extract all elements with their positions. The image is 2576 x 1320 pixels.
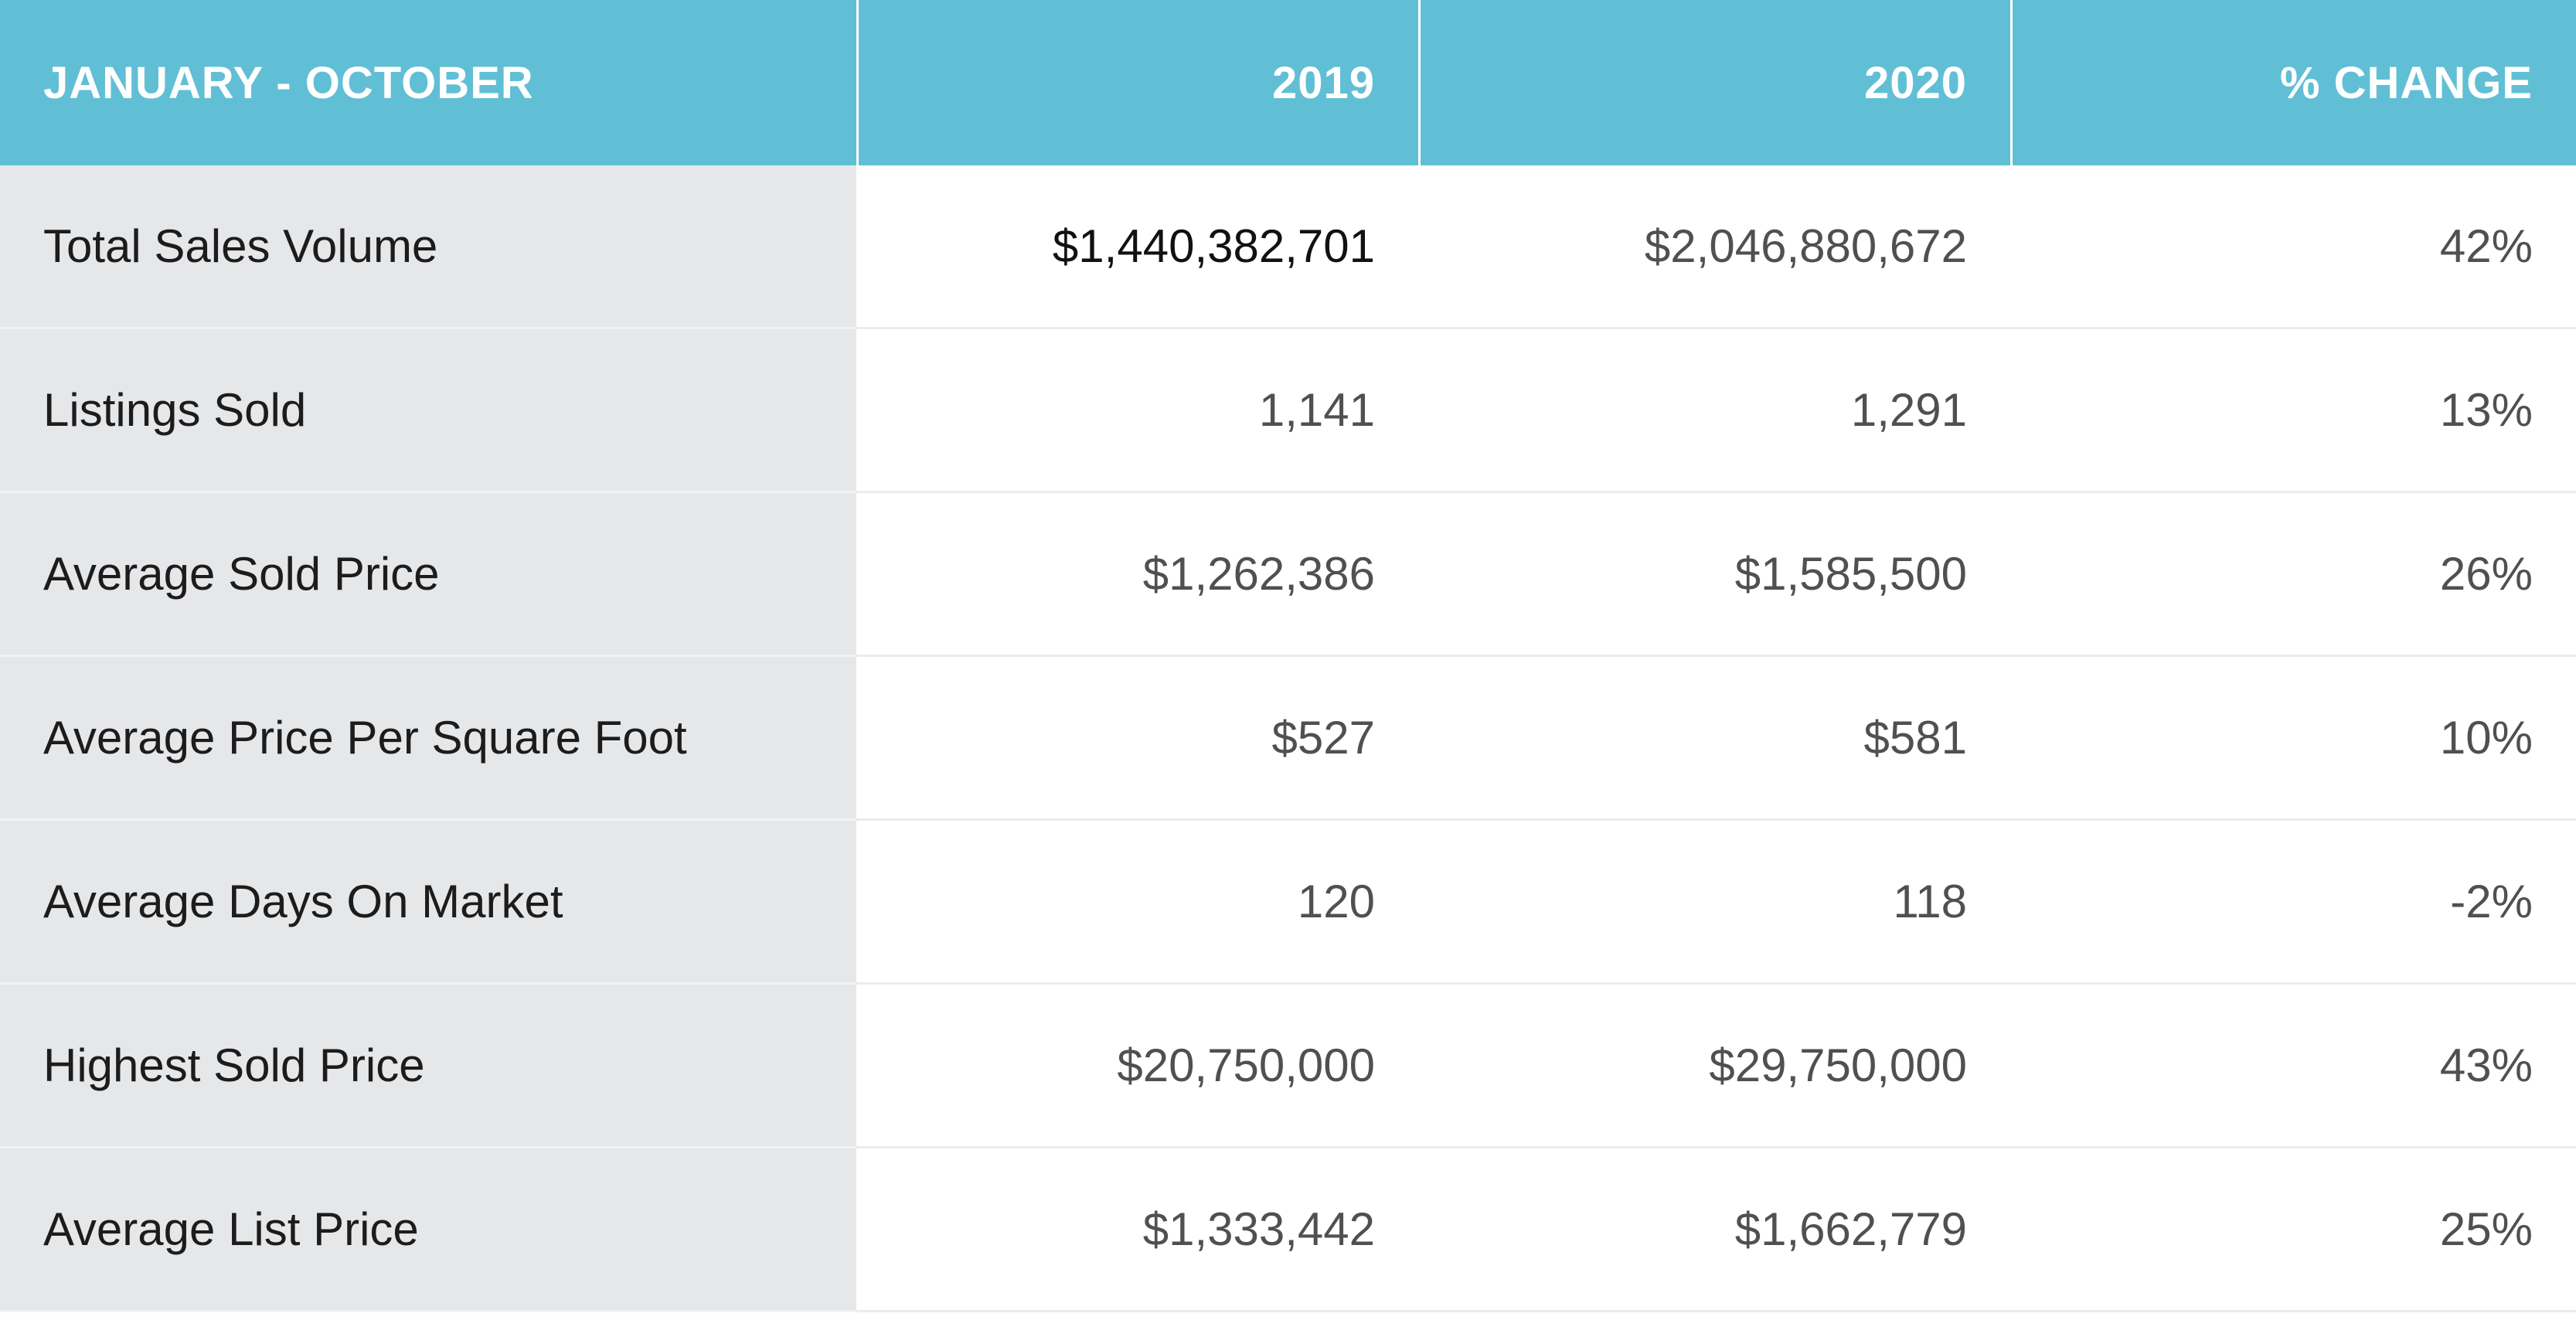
cell-2020-average-days-on-market: 118 bbox=[1418, 821, 2010, 985]
cell-change-highest-sold-price: 43% bbox=[2010, 985, 2576, 1148]
cell-2020-average-price-per-square-foot: $581 bbox=[1418, 657, 2010, 821]
cell-2019-average-price-per-square-foot: $527 bbox=[856, 657, 1418, 821]
cell-2019-average-list-price: $1,333,442 bbox=[856, 1148, 1418, 1312]
row-label-listings-sold: Listings Sold bbox=[0, 329, 856, 493]
cell-change-average-price-per-square-foot: 10% bbox=[2010, 657, 2576, 821]
cell-2019-average-sold-price: $1,262,386 bbox=[856, 493, 1418, 657]
cell-2020-listings-sold: 1,291 bbox=[1418, 329, 2010, 493]
cell-2020-average-sold-price: $1,585,500 bbox=[1418, 493, 2010, 657]
cell-2019-highest-sold-price: $20,750,000 bbox=[856, 985, 1418, 1148]
row-label-average-sold-price: Average Sold Price bbox=[0, 493, 856, 657]
row-label-highest-sold-price: Highest Sold Price bbox=[0, 985, 856, 1148]
cell-change-average-list-price: 25% bbox=[2010, 1148, 2576, 1312]
cell-2020-average-list-price: $1,662,779 bbox=[1418, 1148, 2010, 1312]
cell-change-total-sales-volume: 42% bbox=[2010, 165, 2576, 329]
row-label-average-days-on-market: Average Days On Market bbox=[0, 821, 856, 985]
header-period: JANUARY - OCTOBER bbox=[0, 0, 856, 165]
header-2019: 2019 bbox=[856, 0, 1418, 165]
cell-2019-average-days-on-market: 120 bbox=[856, 821, 1418, 985]
row-label-average-price-per-square-foot: Average Price Per Square Foot bbox=[0, 657, 856, 821]
cell-2019-listings-sold: 1,141 bbox=[856, 329, 1418, 493]
cell-2020-highest-sold-price: $29,750,000 bbox=[1418, 985, 2010, 1148]
cell-change-average-sold-price: 26% bbox=[2010, 493, 2576, 657]
cell-2020-total-sales-volume: $2,046,880,672 bbox=[1418, 165, 2010, 329]
header-percent-change: % CHANGE bbox=[2010, 0, 2576, 165]
cell-change-listings-sold: 13% bbox=[2010, 329, 2576, 493]
row-label-average-list-price: Average List Price bbox=[0, 1148, 856, 1312]
cell-change-average-days-on-market: -2% bbox=[2010, 821, 2576, 985]
header-2020: 2020 bbox=[1418, 0, 2010, 165]
cell-2019-total-sales-volume: $1,440,382,701 bbox=[856, 165, 1418, 329]
row-label-total-sales-volume: Total Sales Volume bbox=[0, 165, 856, 329]
